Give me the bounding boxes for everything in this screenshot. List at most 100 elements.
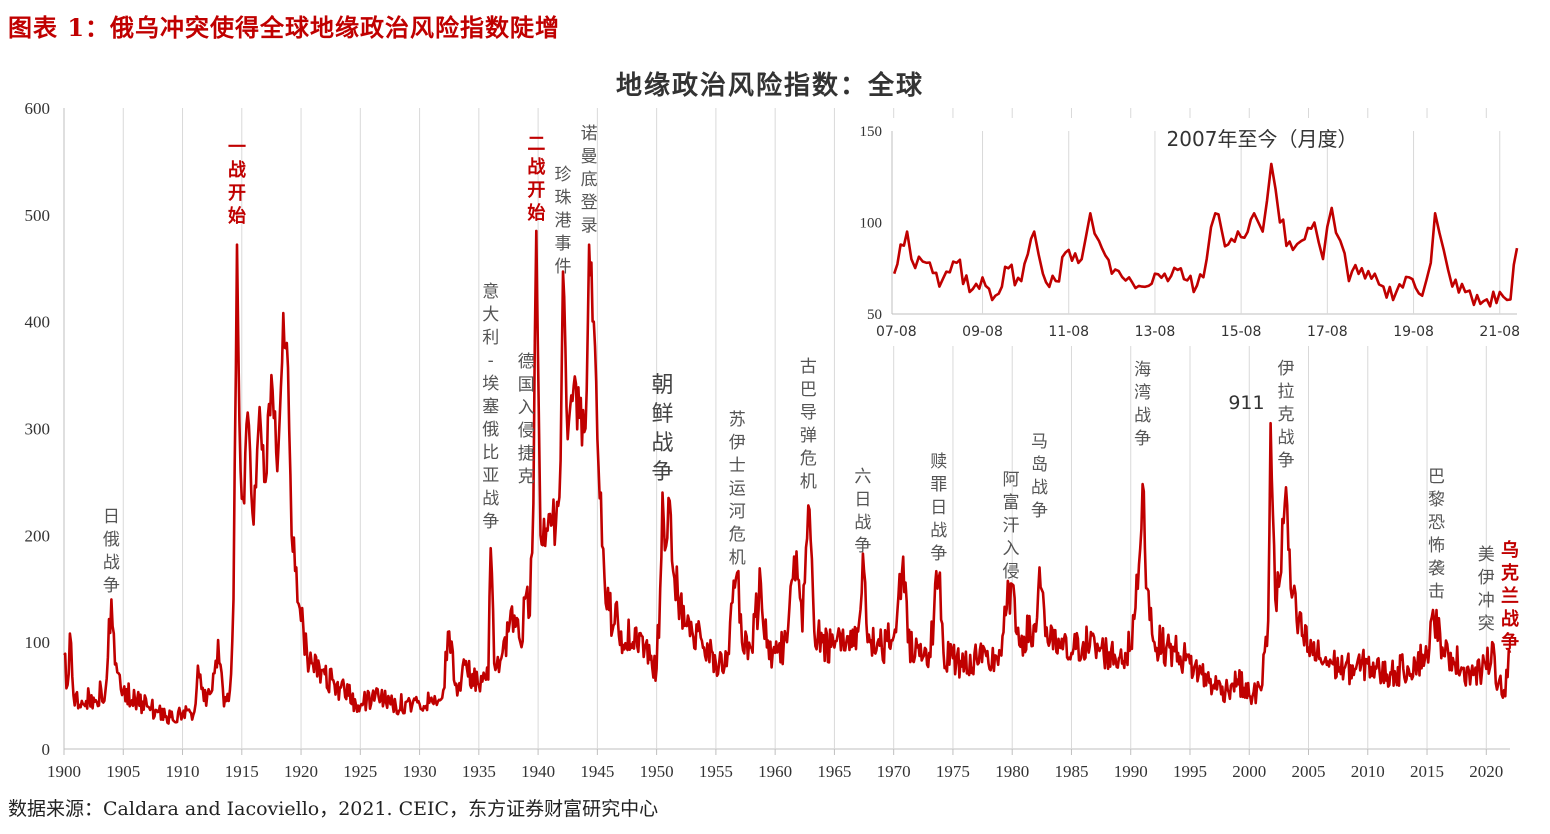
annotation-char: 开 <box>527 180 545 201</box>
annotation-char: - <box>488 351 494 371</box>
main-x-tick-label: 1910 <box>166 762 200 781</box>
main-x-tick-label: 1975 <box>936 762 970 781</box>
main-x-tick-label: 1985 <box>1054 762 1088 781</box>
inset-background <box>850 118 1534 346</box>
annotation-char: 巴 <box>800 380 817 400</box>
main-x-tick-label: 2010 <box>1351 762 1385 781</box>
annotation-char: 比 <box>482 443 499 463</box>
annotation-char: 危 <box>800 449 817 469</box>
annotation-char: 苏 <box>729 410 746 430</box>
main-x-tick-label: 1945 <box>580 762 614 781</box>
main-y-axis: 0 100 200 300 400 500 600 <box>25 99 51 759</box>
annotation-char: 六 <box>854 467 871 487</box>
annotation-char: 伊 <box>729 433 746 453</box>
main-series-line <box>63 229 1512 725</box>
main-y-tick-label: 100 <box>25 633 51 652</box>
annotation-char: 战 <box>1031 478 1048 498</box>
annotation-char: 鲜 <box>652 402 674 427</box>
inset-y-tick-label: 150 <box>860 124 883 140</box>
annotation-911: 911 <box>1228 392 1264 414</box>
annotation-char: 海 <box>1134 360 1151 380</box>
main-x-tick-label: 1920 <box>284 762 318 781</box>
main-x-tick-label: 2015 <box>1410 762 1444 781</box>
annotation-char: 马 <box>1031 432 1048 452</box>
annotation-char: 突 <box>1478 614 1495 634</box>
main-x-tick-label: 1980 <box>995 762 1029 781</box>
inset-x-tick-label: 09-08 <box>962 324 1003 340</box>
annotation-char: 意 <box>482 282 499 302</box>
main-x-tick-label: 2000 <box>1232 762 1266 781</box>
main-y-tick-label: 400 <box>25 313 51 332</box>
inset-y-tick-label: 50 <box>867 307 882 323</box>
annotation-char: 富 <box>1003 493 1020 513</box>
annotation-char: 德 <box>518 352 535 372</box>
main-x-tick-label: 1940 <box>521 762 555 781</box>
main-x-tick-label: 2005 <box>1292 762 1326 781</box>
annotation-char: 战 <box>854 513 871 533</box>
inset-x-tick-label: 11-08 <box>1048 324 1089 340</box>
annotation-char: 战 <box>527 157 545 178</box>
annotation-char: 始 <box>228 205 246 227</box>
annotation-char: 伊 <box>1478 568 1495 588</box>
annotation-char: 克 <box>1501 562 1519 584</box>
annotation-char: 运 <box>729 479 746 499</box>
annotation-char: 日 <box>930 498 947 518</box>
annotation-char: 乌 <box>1501 539 1519 561</box>
main-x-tick-label: 1960 <box>758 762 792 781</box>
annotation-char: 入 <box>518 398 535 418</box>
annotation-char: 战 <box>1277 428 1294 448</box>
inset-x-tick-label: 19-08 <box>1393 324 1434 340</box>
annotation-char: 罪 <box>930 475 947 495</box>
annotation-char: 一 <box>228 137 246 158</box>
annotation-char: 登 <box>581 193 598 213</box>
inset-x-axis: 07-08 09-08 11-08 13-08 15-08 17-08 19-08 21-08 <box>876 324 1520 340</box>
annotation-char: 汗 <box>1003 516 1020 536</box>
annotation-char: 美 <box>1478 545 1495 565</box>
main-x-tick-label: 1905 <box>106 762 140 781</box>
annotation-char: 朝 <box>652 373 674 398</box>
main-x-tick-label: 1925 <box>343 762 377 781</box>
annotation-char: 伊 <box>1277 359 1294 379</box>
annotation-char: 巴 <box>1428 467 1445 487</box>
annotation-char: 战 <box>652 431 674 456</box>
annotation-char: 俄 <box>482 420 499 440</box>
annotation-char: 日 <box>854 490 871 510</box>
main-x-tick-label: 1900 <box>47 762 81 781</box>
annotation-char: 怖 <box>1428 536 1445 556</box>
annotation-char: 录 <box>581 216 598 236</box>
inset-series-line <box>892 162 1519 308</box>
annotation-char: 克 <box>1277 405 1294 425</box>
inset-chart: 07-08 09-08 11-08 13-08 15-08 17-08 19-08 21-08… <box>850 118 1534 346</box>
annotation-char: 港 <box>554 211 571 231</box>
main-x-axis: 1900 1905 1910 1915 1920 1925 1930 1935 1940 1945… <box>47 749 1503 781</box>
annotation-char: 埃 <box>482 374 499 394</box>
annotation-char: 入 <box>1003 539 1020 559</box>
annotation-text: 911 <box>1228 392 1264 414</box>
annotation-char: 始 <box>527 202 545 224</box>
annotation-char: 争 <box>1031 501 1048 521</box>
annotation-char: 诺 <box>581 124 598 144</box>
source-note: 数据来源：Caldara and Iacoviello，2021. CEIC，东… <box>8 798 659 820</box>
main-y-tick-label: 0 <box>42 740 51 759</box>
main-annotations: 日俄战争一战开始意大利-埃塞俄比亚战争德国入侵捷克二战开始珍珠港事件诺曼底登录朝… <box>103 124 1519 653</box>
inset-y-tick-label: 100 <box>860 216 883 232</box>
annotation-char: 兰 <box>1501 585 1519 607</box>
annotation-char: 争 <box>930 544 947 564</box>
main-y-tick-label: 200 <box>25 526 51 545</box>
annotation-char: 二 <box>527 134 545 155</box>
annotation-char: 争 <box>1501 631 1519 653</box>
annotation-char: 岛 <box>1031 455 1048 475</box>
annotation-char: 争 <box>854 536 871 556</box>
main-x-tick-label: 1935 <box>462 762 496 781</box>
annotation-char: 袭 <box>1428 559 1445 579</box>
annotation-char: 弹 <box>800 426 817 446</box>
annotation-char: 曼 <box>581 147 598 167</box>
